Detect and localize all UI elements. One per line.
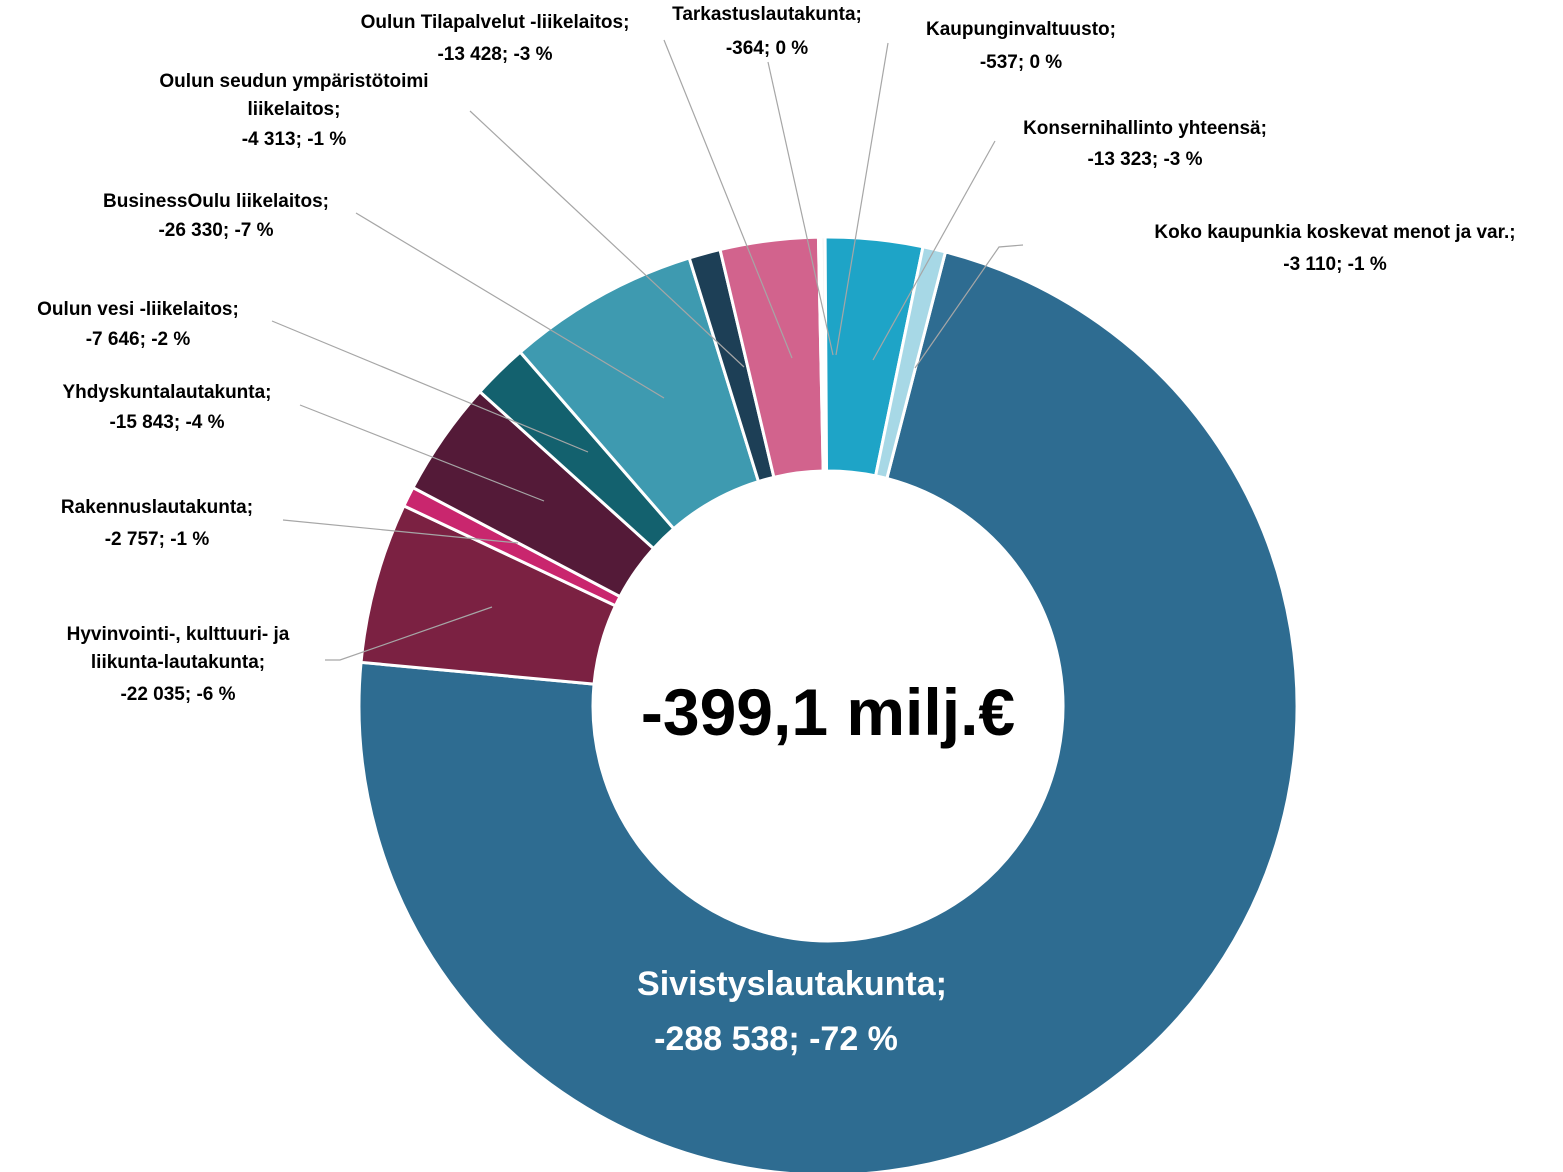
slice-label-3-line-0: Yhdyskuntalautakunta; [62, 382, 271, 403]
slice-label-2-line-1: -2 757; -1 % [105, 529, 210, 550]
labels-group: Sivistyslautakunta; -288 538; -72 % Hyvinv… [37, 4, 1515, 1058]
leader-line-2 [282, 519, 519, 544]
slice-label-1-line-0: Hyvinvointi-, kulttuuri- ja [67, 624, 290, 645]
leader-line-8 [767, 61, 834, 356]
slice-label-4-line-0: Oulun vesi -liikelaitos; [37, 299, 239, 320]
leader-line-6 [469, 110, 745, 368]
slice-label-6-line-0: Oulun seudun ympäristötoimi [159, 71, 428, 92]
slice-label-1-line-1: liikunta-lautakunta; [91, 652, 265, 673]
leader-line-4 [271, 320, 589, 453]
slice-label-5-line-0: BusinessOulu liikelaitos; [103, 191, 329, 212]
slice-label-11-line-0: Koko kaupunkia koskevat menot ja var.; [1154, 222, 1515, 243]
slice-label-2-line-0: Rakennuslautakunta; [61, 497, 253, 518]
slice-label-5-line-1: -26 330; -7 % [158, 220, 273, 241]
slice-label-4-line-1: -7 646; -2 % [86, 329, 191, 350]
leader-line-9 [835, 42, 889, 356]
slice-11 [873, 244, 948, 481]
leader-line-3 [299, 404, 545, 502]
slice-label-9-line-0: Kaupunginvaltuusto; [926, 19, 1116, 40]
slice-label-10-line-0: Konsernihallinto yhteensä; [1023, 118, 1267, 139]
leader-lines-group [271, 39, 1024, 661]
slice-label-0-line-1: -288 538; -72 % [654, 1020, 898, 1058]
leader-line-11 [914, 244, 1024, 369]
slice-label-7-line-0: Oulun Tilapalvelut -liikelaitos; [361, 12, 630, 33]
slice-label-1-line-2: -22 035; -6 % [120, 684, 235, 705]
slice-label-6-line-1: liikelaitos; [248, 99, 341, 120]
slice-label-7-line-1: -13 428; -3 % [437, 44, 552, 65]
leader-line-7 [663, 39, 793, 359]
slice-label-8-line-0: Tarkastuslautakunta; [672, 4, 862, 25]
leader-line-1 [325, 606, 493, 661]
slice-label-3-line-1: -15 843; -4 % [109, 412, 224, 433]
leader-line-10 [872, 140, 996, 361]
leader-line-5 [355, 212, 665, 399]
slice-label-6-line-2: -4 313; -1 % [242, 129, 347, 150]
slice-label-11-line-1: -3 110; -1 % [1283, 254, 1387, 275]
center-total: -399,1 milj.€ [641, 675, 1015, 749]
slice-label-9-line-1: -537; 0 % [980, 52, 1062, 73]
slice-label-10-line-1: -13 323; -3 % [1087, 149, 1202, 170]
slice-label-8-line-1: -364; 0 % [726, 38, 808, 59]
slice-0 [357, 250, 1299, 1172]
slice-label-0-line-0: Sivistyslautakunta; [637, 965, 947, 1003]
